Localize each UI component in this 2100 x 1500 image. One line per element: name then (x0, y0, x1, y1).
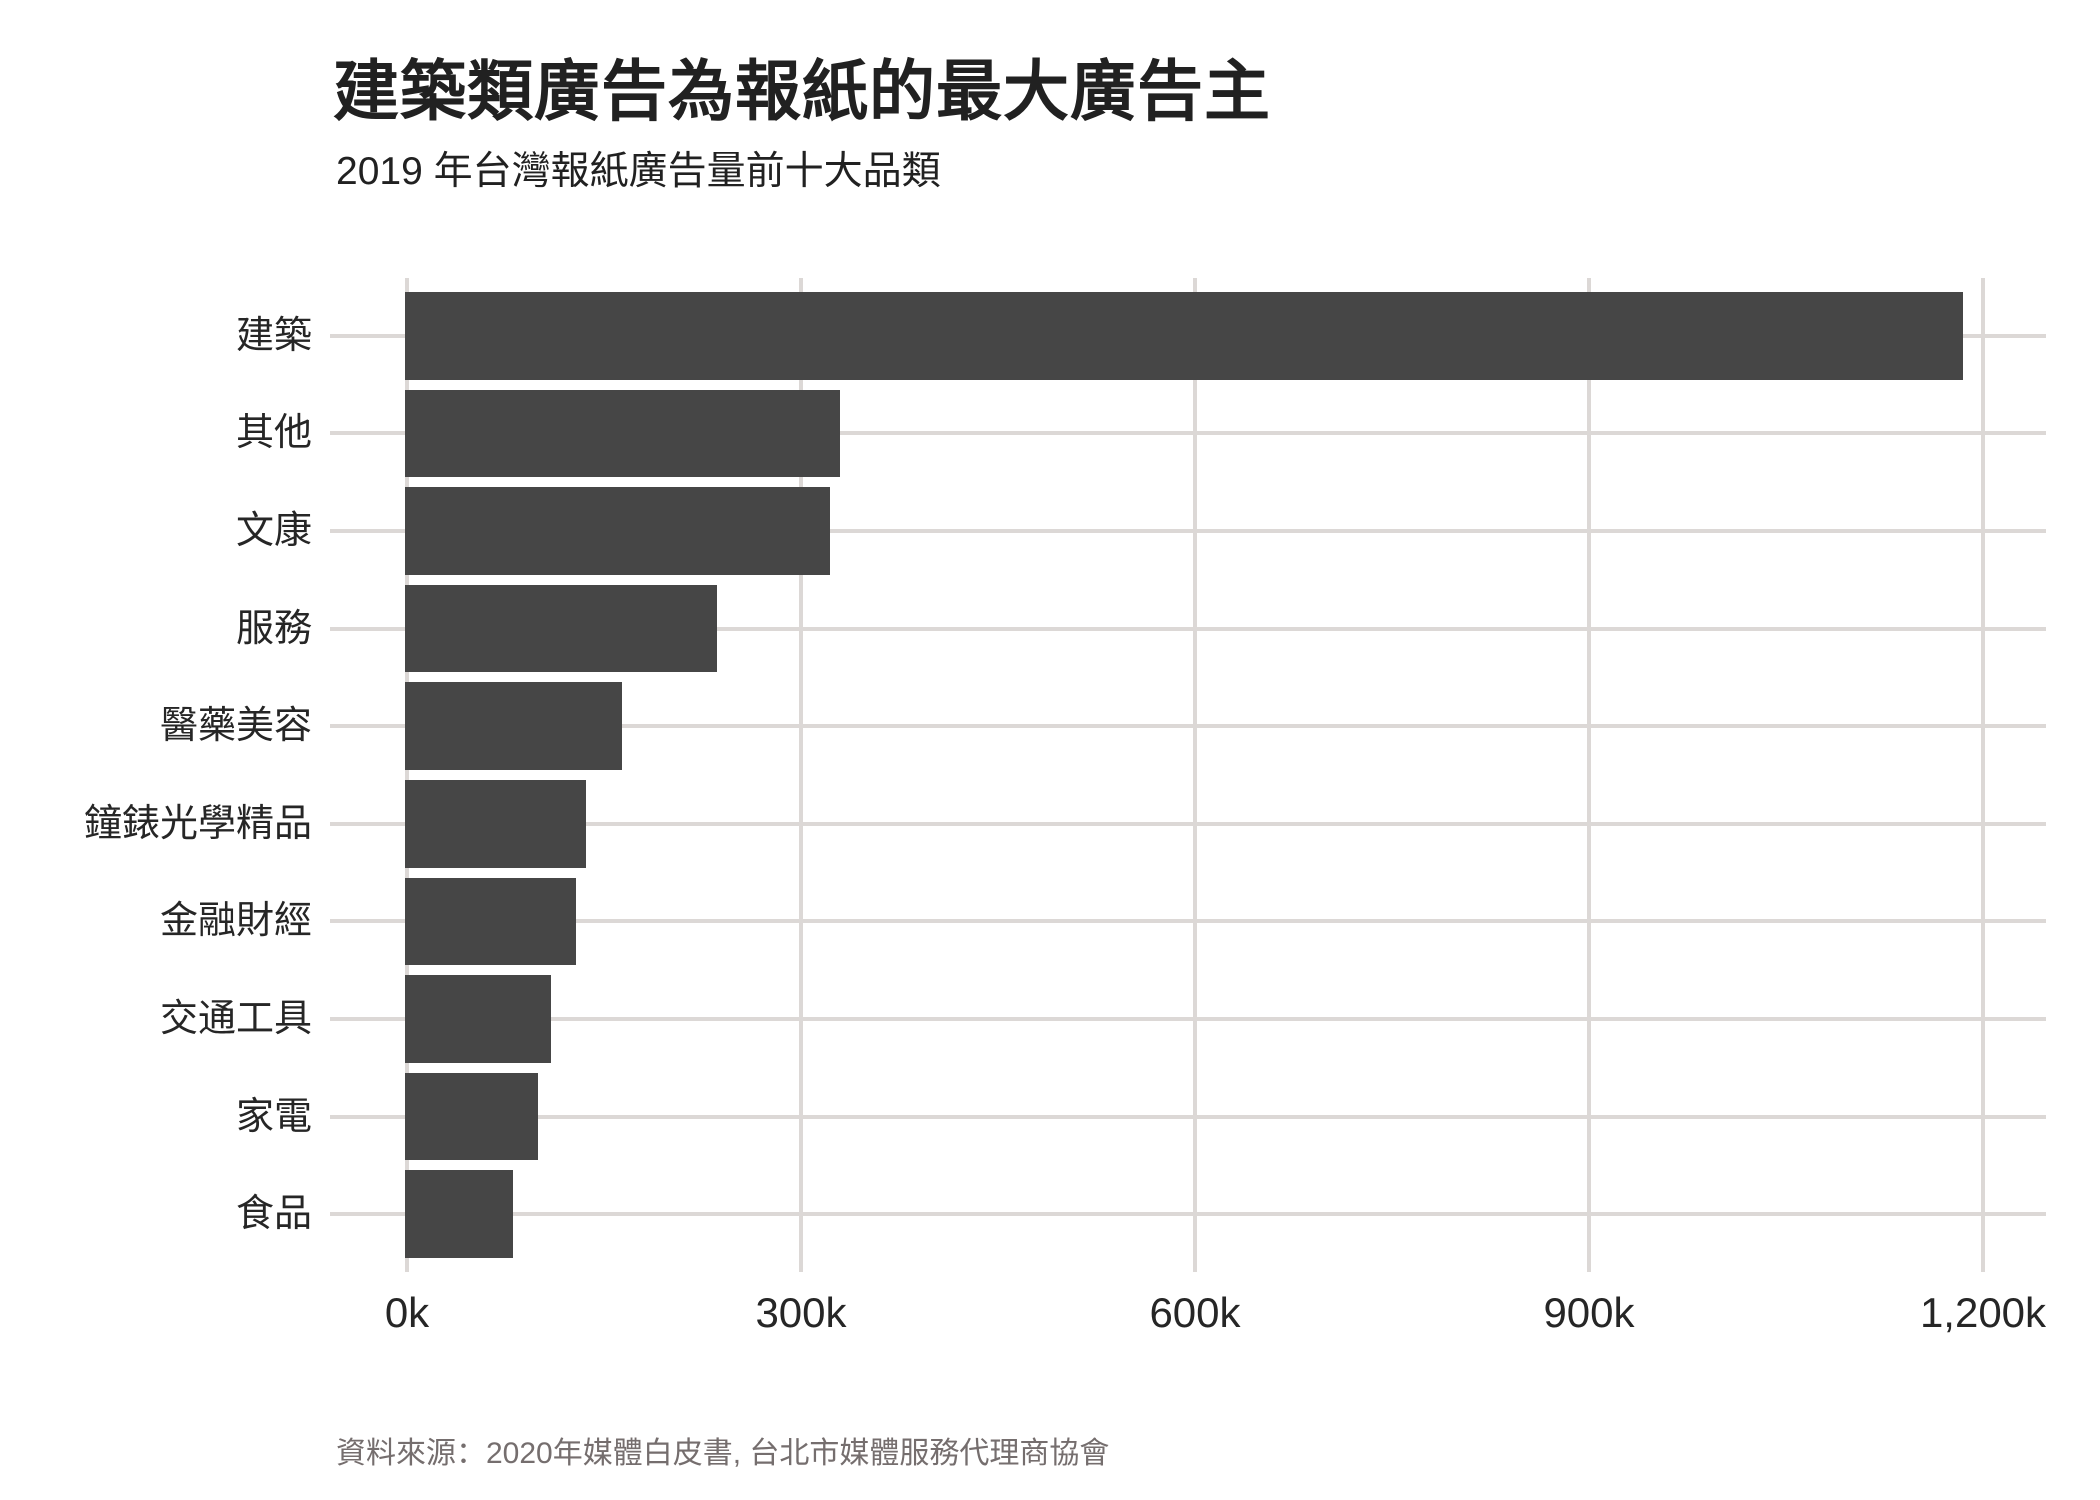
bar (405, 389, 841, 478)
chart-subtitle: 2019 年台灣報紙廣告量前十大品類 (336, 150, 941, 193)
category-label: 其他 (235, 412, 312, 455)
chart-title: 建築類廣告為報紙的最大廣告主 (333, 54, 1271, 128)
bar (405, 1072, 539, 1161)
gridline-vertical (1193, 278, 1197, 1272)
category-label: 家電 (235, 1095, 312, 1138)
category-label: 服務 (235, 607, 312, 650)
bar (405, 292, 1964, 380)
bar (405, 975, 552, 1063)
plot-panel (330, 278, 2046, 1272)
gridline-horizontal (330, 431, 2046, 436)
x-tick-label: 0k (384, 1289, 430, 1336)
gridline-horizontal (330, 1114, 2046, 1119)
x-axis-labels: 0k 300k 600k 900k 1,200k (330, 1288, 2046, 1348)
bar (405, 780, 586, 868)
x-tick-label: 600k (1149, 1289, 1241, 1336)
x-tick-label: 1,200k (1919, 1289, 2047, 1336)
bar (405, 877, 577, 966)
category-label: 文康 (235, 509, 312, 552)
category-label: 建築 (235, 314, 312, 357)
gridline-horizontal (330, 724, 2046, 729)
source-note: 資料來源：2020年媒體白皮書, 台北市媒體服務代理商協會 (336, 1437, 1110, 1470)
bar (405, 487, 830, 575)
bar (405, 682, 623, 770)
gridline-horizontal (330, 1016, 2046, 1021)
gridline-horizontal (330, 626, 2046, 631)
gridline-horizontal (330, 1212, 2046, 1217)
bar (405, 584, 717, 673)
y-axis-labels: 建築其他文康服務醫藥美容鐘錶光學精品金融財經交通工具家電食品 (0, 278, 312, 1272)
gridline-vertical (1981, 278, 1985, 1272)
gridline-vertical (405, 278, 409, 1272)
bar (405, 1170, 514, 1258)
x-tick-label: 300k (755, 1289, 847, 1336)
x-tick-label: 900k (1543, 1289, 1635, 1336)
category-label: 食品 (235, 1193, 312, 1236)
gridline-horizontal (330, 821, 2046, 826)
gridline-horizontal (330, 919, 2046, 924)
category-label: 金融財經 (159, 900, 312, 943)
gridline-vertical (1587, 278, 1591, 1272)
gridline-vertical (799, 278, 803, 1272)
category-label: 鐘錶光學精品 (83, 802, 312, 845)
category-label: 交通工具 (159, 997, 312, 1040)
category-label: 醫藥美容 (159, 705, 312, 748)
gridline-horizontal (330, 528, 2046, 533)
